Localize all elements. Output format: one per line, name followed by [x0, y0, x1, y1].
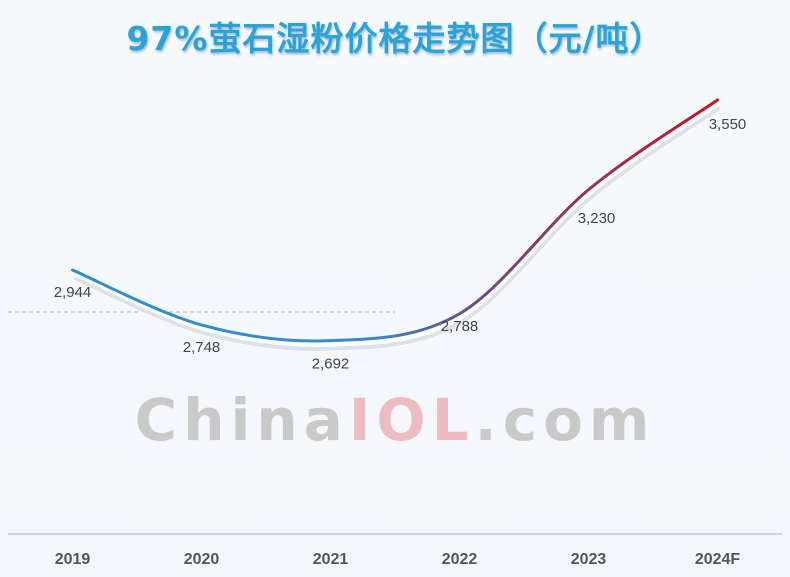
x-tick-label: 2019 — [55, 551, 91, 568]
watermark-part3: .com — [474, 386, 656, 454]
x-tick-label: 2021 — [313, 551, 349, 568]
data-label: 2,788 — [441, 318, 479, 335]
series-line — [71, 98, 719, 343]
watermark-part2: IOL — [348, 386, 475, 454]
x-tick-label: 2020 — [184, 551, 220, 568]
chart-title: 97%萤石湿粉价格走势图（元/吨） — [126, 19, 664, 58]
x-tick-label: 2023 — [571, 551, 607, 568]
data-label: 2,692 — [312, 356, 350, 373]
line-glow — [72, 102, 723, 352]
data-label: 2,944 — [54, 284, 92, 301]
data-label: 2,748 — [183, 339, 221, 356]
data-label: 3,550 — [709, 116, 747, 133]
line-shadow — [73, 106, 721, 351]
watermark-part1: China — [134, 386, 349, 454]
data-label: 3,230 — [578, 210, 616, 227]
watermark: ChinaIOL.com — [0, 388, 790, 452]
x-tick-label: 2024F — [695, 551, 741, 568]
x-tick-label: 2022 — [442, 551, 478, 568]
